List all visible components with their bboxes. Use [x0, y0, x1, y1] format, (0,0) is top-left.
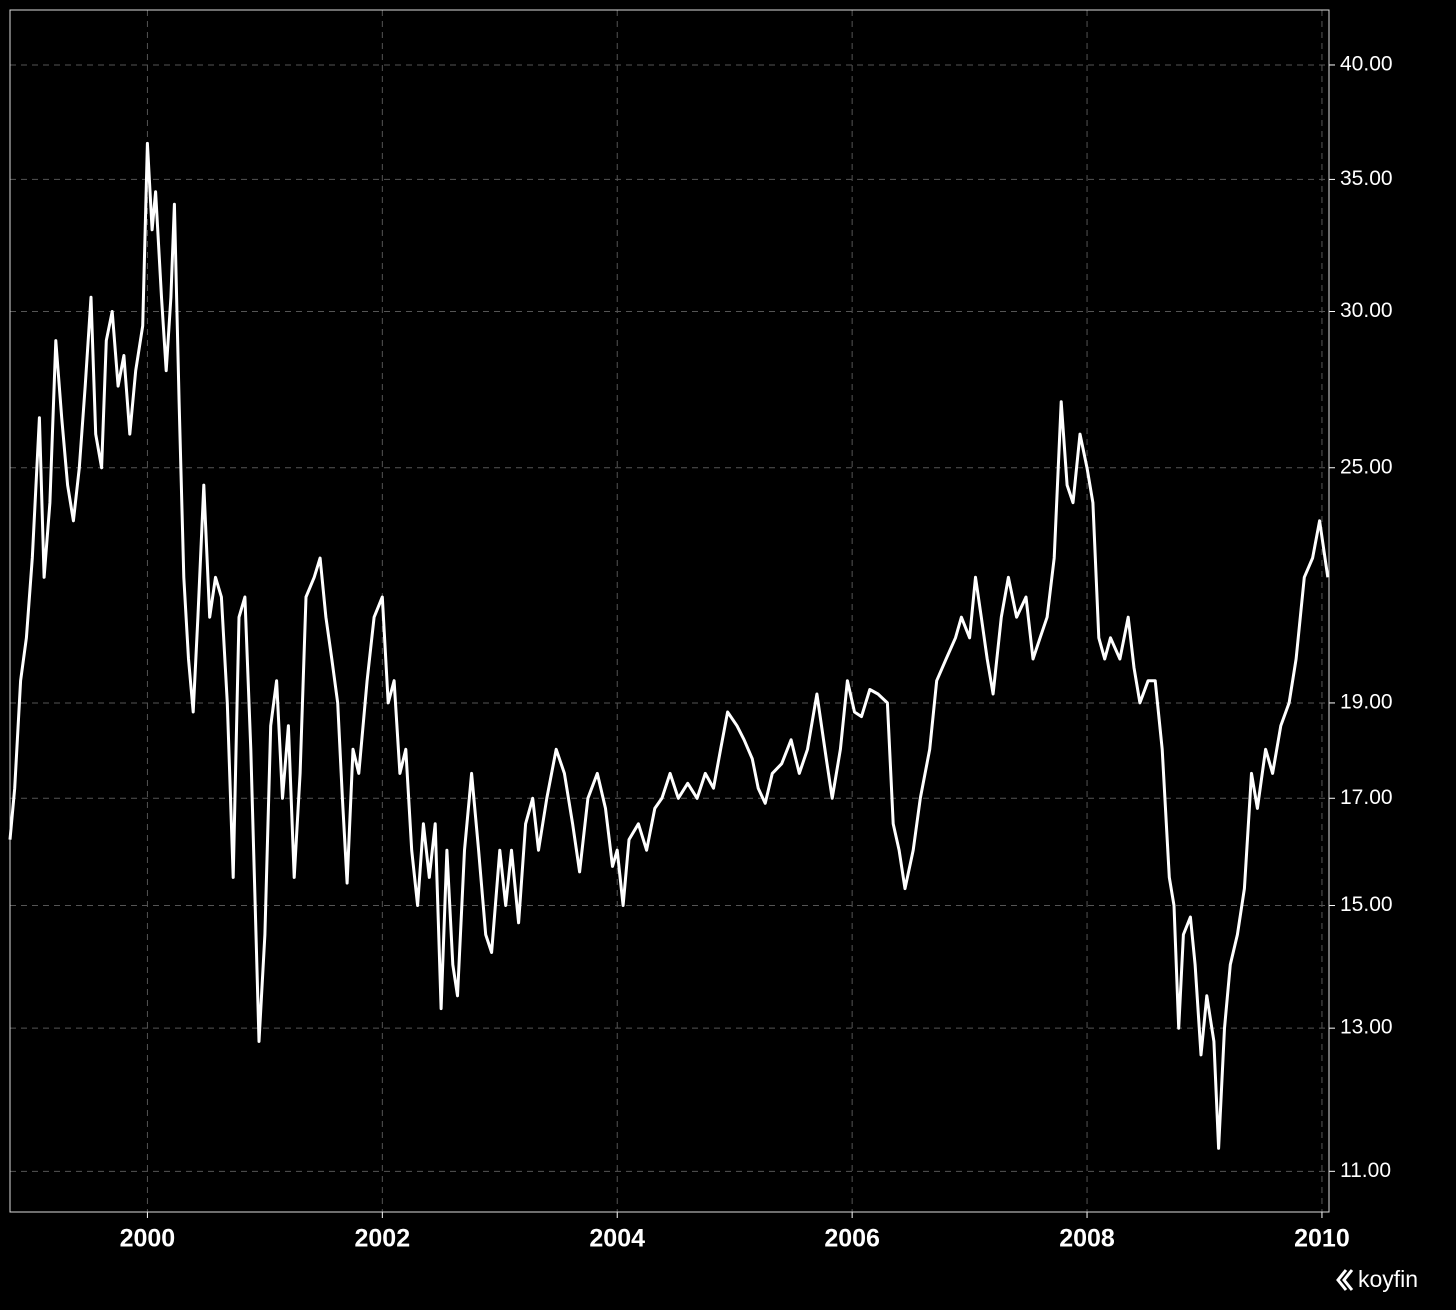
y-tick-label: 17.00 [1340, 786, 1393, 809]
y-tick-label: 19.00 [1340, 690, 1393, 713]
plot-border [9, 9, 1330, 1213]
y-tick-label: 13.00 [1340, 1016, 1393, 1039]
brand-name: koyfin [1358, 1266, 1418, 1292]
y-tick-label: 30.00 [1340, 299, 1393, 322]
y-tick-label: 11.00 [1340, 1159, 1391, 1182]
y-tick-label: 40.00 [1340, 53, 1393, 76]
y-tick-label: 25.00 [1340, 455, 1393, 478]
x-tick-label: 2008 [1059, 1225, 1115, 1253]
x-tick-label: 2004 [589, 1225, 645, 1253]
brand-logo: koyfin [1336, 1266, 1418, 1292]
x-tick-label: 2010 [1294, 1225, 1350, 1253]
x-tick-label: 2000 [120, 1225, 176, 1253]
brand-icon [1336, 1269, 1354, 1291]
y-tick-label: 35.00 [1340, 167, 1393, 190]
series-line [8, 141, 1330, 1150]
x-tick-label: 2006 [824, 1225, 880, 1253]
x-tick-label: 2002 [355, 1225, 411, 1253]
y-tick-label: 15.00 [1340, 893, 1393, 916]
